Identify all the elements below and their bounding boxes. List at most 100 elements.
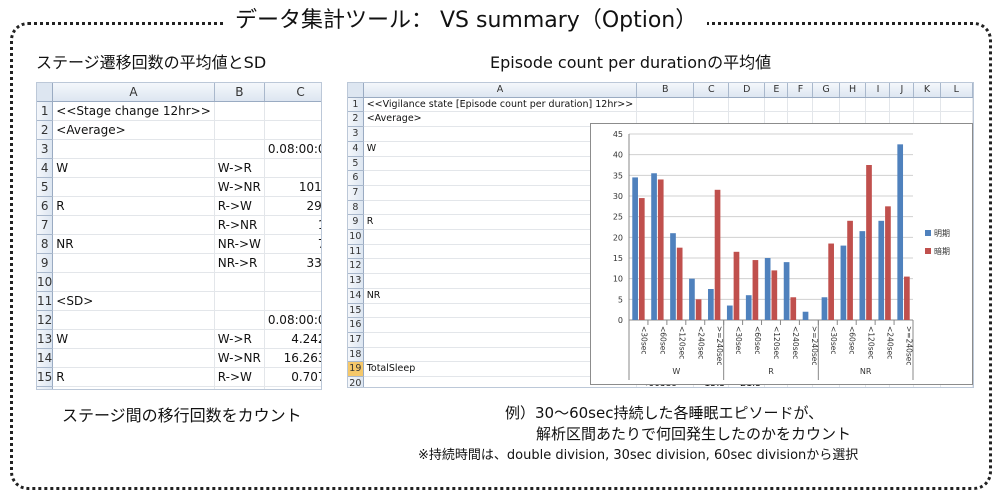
- row-header[interactable]: 3: [348, 126, 364, 142]
- cell[interactable]: NR->R: [214, 253, 265, 273]
- row-header[interactable]: 4: [37, 158, 54, 178]
- cell[interactable]: [214, 139, 265, 159]
- row-header[interactable]: 10: [37, 272, 54, 292]
- cell[interactable]: 0.08:00:00: [264, 310, 321, 330]
- cell[interactable]: [787, 97, 814, 113]
- cell[interactable]: W->R: [214, 329, 265, 349]
- row-header[interactable]: 8: [348, 200, 364, 216]
- cell[interactable]: NR: [52, 234, 215, 254]
- cell[interactable]: <Average>: [52, 120, 215, 140]
- column-header[interactable]: H: [839, 83, 867, 98]
- cell[interactable]: R->NR: [214, 386, 265, 389]
- cell[interactable]: 1.4142: [264, 386, 321, 389]
- cell[interactable]: [214, 291, 265, 311]
- cell[interactable]: [913, 97, 941, 113]
- cell[interactable]: 33.5: [264, 253, 321, 273]
- row-header[interactable]: 12: [348, 258, 364, 275]
- cell[interactable]: 0.08:00:00: [264, 139, 321, 159]
- episode-bar-chart[interactable]: 0 5 10 15 20 25 30 35 40 45 <30sec <60sec <120sec <24…: [590, 123, 973, 385]
- cell[interactable]: [889, 97, 915, 113]
- row-header[interactable]: 7: [348, 185, 364, 201]
- row-header[interactable]: 2: [348, 111, 364, 128]
- cell[interactable]: [693, 97, 730, 113]
- column-header[interactable]: L: [940, 83, 973, 98]
- cell[interactable]: R: [52, 367, 215, 387]
- cell[interactable]: [865, 97, 891, 113]
- cell[interactable]: [52, 348, 215, 368]
- cell[interactable]: [52, 272, 215, 292]
- cell[interactable]: W: [52, 329, 215, 349]
- column-header[interactable]: F: [787, 83, 814, 98]
- row-header[interactable]: 3: [37, 139, 54, 159]
- row-header[interactable]: 5: [348, 156, 364, 172]
- row-header[interactable]: 14: [348, 288, 364, 304]
- column-header[interactable]: D: [728, 83, 766, 98]
- sheet-corner[interactable]: [37, 83, 54, 102]
- row-header[interactable]: 9: [37, 253, 54, 273]
- cell[interactable]: R->NR: [214, 215, 265, 235]
- row-header[interactable]: 1: [37, 101, 54, 121]
- column-header[interactable]: A: [52, 83, 215, 102]
- row-header[interactable]: 17: [348, 332, 364, 348]
- cell[interactable]: [214, 101, 265, 121]
- cell[interactable]: [52, 253, 215, 273]
- cell[interactable]: R: [52, 196, 215, 216]
- cell[interactable]: <Average>: [363, 111, 638, 128]
- cell[interactable]: R->W: [214, 367, 265, 387]
- row-header[interactable]: 15: [37, 367, 54, 387]
- cell[interactable]: 7: [264, 158, 321, 178]
- cell[interactable]: R->W: [214, 196, 265, 216]
- cell[interactable]: 4.2426: [264, 329, 321, 349]
- row-header[interactable]: 13: [37, 329, 54, 349]
- cell[interactable]: [764, 97, 789, 113]
- cell[interactable]: 29.5: [264, 196, 321, 216]
- cell[interactable]: [636, 97, 695, 113]
- row-header[interactable]: 10: [348, 229, 364, 245]
- cell[interactable]: [52, 310, 215, 330]
- row-header[interactable]: 14: [37, 348, 54, 368]
- cell[interactable]: [214, 272, 265, 292]
- row-header[interactable]: 5: [37, 177, 54, 197]
- sheet-corner[interactable]: [348, 83, 364, 98]
- cell[interactable]: [214, 310, 265, 330]
- row-header[interactable]: 20: [348, 376, 364, 387]
- row-header[interactable]: 19: [348, 361, 364, 378]
- row-header[interactable]: 6: [37, 196, 54, 216]
- column-header[interactable]: C: [693, 83, 730, 98]
- cell[interactable]: 0.7071: [264, 367, 321, 387]
- column-header[interactable]: B: [214, 83, 265, 102]
- column-header[interactable]: C: [264, 83, 321, 102]
- row-header[interactable]: 12: [37, 310, 54, 330]
- cell[interactable]: [839, 97, 867, 113]
- cell[interactable]: NR->W: [214, 234, 265, 254]
- cell[interactable]: <<Vigilance state [Episode count per dur…: [363, 97, 638, 113]
- cell[interactable]: W->NR: [214, 348, 265, 368]
- column-header[interactable]: B: [636, 83, 695, 98]
- cell[interactable]: W: [52, 158, 215, 178]
- cell[interactable]: <SD>: [52, 291, 215, 311]
- cell[interactable]: [52, 139, 215, 159]
- row-header[interactable]: 7: [37, 215, 54, 235]
- row-header[interactable]: 11: [37, 291, 54, 311]
- cell[interactable]: [264, 120, 321, 140]
- row-header[interactable]: 8: [37, 234, 54, 254]
- cell[interactable]: 10: [264, 215, 321, 235]
- row-header[interactable]: 6: [348, 170, 364, 186]
- row-header[interactable]: 13: [348, 273, 364, 289]
- cell[interactable]: 16.2635: [264, 348, 321, 368]
- cell[interactable]: W->NR: [214, 177, 265, 197]
- column-header[interactable]: G: [812, 83, 840, 98]
- cell[interactable]: [264, 101, 321, 121]
- column-header[interactable]: E: [764, 83, 789, 98]
- cell[interactable]: [52, 177, 215, 197]
- column-header[interactable]: A: [363, 83, 638, 98]
- column-header[interactable]: J: [889, 83, 915, 98]
- row-header[interactable]: 18: [348, 347, 364, 363]
- cell[interactable]: [264, 272, 321, 292]
- row-header[interactable]: 9: [348, 214, 364, 231]
- cell[interactable]: [52, 215, 215, 235]
- cell[interactable]: [940, 97, 973, 113]
- cell[interactable]: 101.5: [264, 177, 321, 197]
- cell[interactable]: 78: [264, 234, 321, 254]
